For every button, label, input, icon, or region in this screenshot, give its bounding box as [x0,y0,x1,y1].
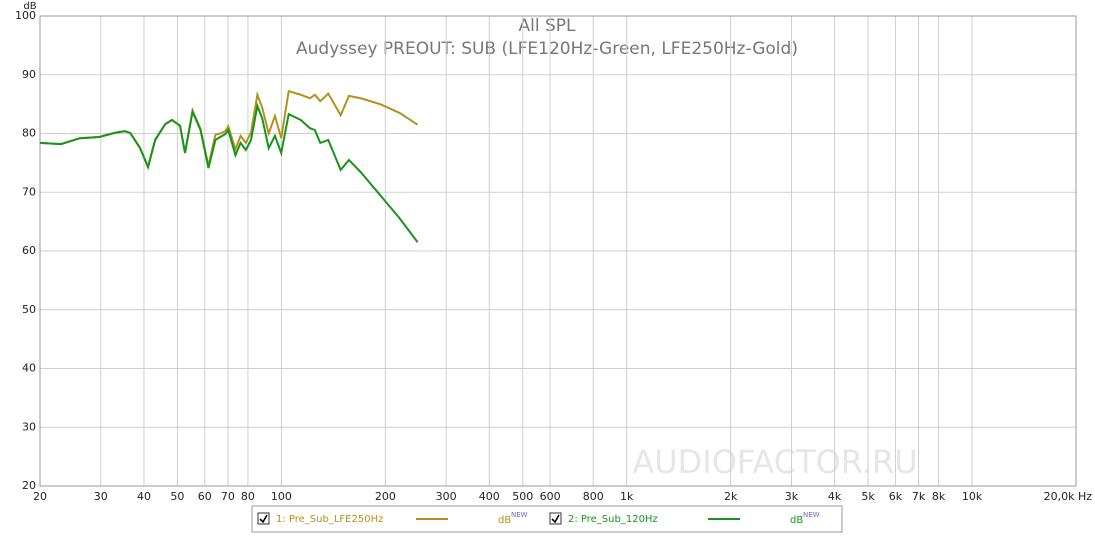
x-tick-label: 3k [785,490,799,503]
y-tick-label: 70 [22,185,36,198]
x-tick-label: 40 [137,490,151,503]
x-tick-label: 80 [241,490,255,503]
x-tick-label: 50 [170,490,184,503]
x-tick-label: 5k [861,490,875,503]
legend-checkbox[interactable] [549,512,562,525]
x-tick-label: 100 [271,490,292,503]
x-tick-label: 7k [912,490,926,503]
plot-area [39,15,1077,487]
x-tick-label: 70 [221,490,235,503]
watermark: AUDIOFACTOR.RU [632,443,917,481]
checkmark [551,514,560,524]
x-tick-label: 2k [724,490,738,503]
y-axis-label: dB [23,1,36,12]
series-line [39,102,419,243]
chart-subtitle: Audyssey PREOUT: SUB (LFE120Hz-Green, LF… [296,39,798,59]
x-tick-label: 20,0k Hz [1044,490,1093,503]
x-tick-label: 60 [198,490,212,503]
x-tick-label: 10k [962,490,983,503]
y-tick-label: 50 [22,303,36,316]
x-tick-label: 20 [33,490,47,503]
y-tick-label: 100 [15,9,36,22]
x-tick-label: 200 [375,490,396,503]
x-tick-label: 4k [828,490,842,503]
y-tick-label: 30 [22,420,36,433]
legend-checkbox[interactable] [257,512,270,525]
x-tick-label: 6k [889,490,903,503]
legend-label: 2: Pre_Sub_120Hz [568,514,658,525]
x-tick-label: 300 [436,490,457,503]
x-tick-label: 8k [932,490,946,503]
x-tick-label: 400 [479,490,500,503]
y-tick-label: 90 [22,68,36,81]
legend-unit-tag: NEW [511,511,528,519]
y-tick-label: 80 [22,127,36,140]
legend-unit: dB [790,515,803,526]
chart-title: All SPL [519,16,577,36]
x-tick-label: 600 [540,490,561,503]
legend-unit-tag: NEW [803,511,820,519]
x-tick-label: 800 [583,490,604,503]
y-tick-label: 60 [22,244,36,257]
x-tick-label: 30 [94,490,108,503]
y-tick-label: 40 [22,362,36,375]
checkmark [259,514,268,524]
legend-box [251,505,843,533]
x-tick-label: 500 [512,490,533,503]
legend-label: 1: Pre_Sub_LFE250Hz [276,514,383,525]
x-tick-label: 1k [620,490,634,503]
y-tick-label: 20 [22,479,36,492]
legend-unit: dB [498,515,511,526]
